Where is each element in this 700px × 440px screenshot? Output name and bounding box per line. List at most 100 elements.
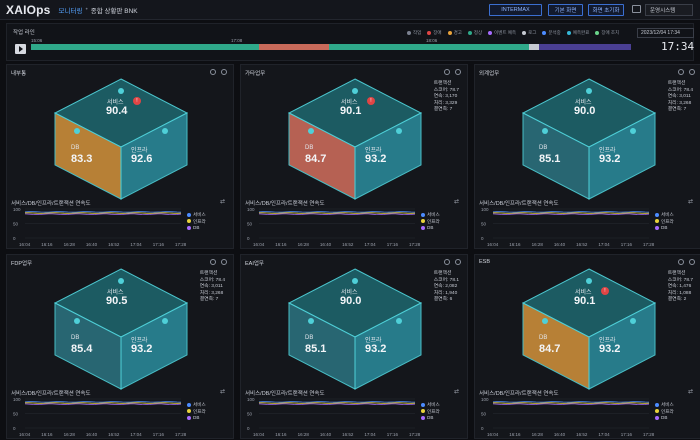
legend-item-infra: 인프라 xyxy=(421,219,440,226)
infra-score[interactable]: 93.2 xyxy=(599,343,621,355)
x-tick-label: 17:16 xyxy=(387,242,399,247)
settings-icon[interactable] xyxy=(689,259,695,265)
system-select[interactable]: 운영시스템 xyxy=(645,4,693,16)
panel-title: ESB xyxy=(479,259,491,265)
legend-item-db: DB xyxy=(187,415,206,422)
trend-series-line xyxy=(258,403,416,406)
timeline-segment xyxy=(31,44,259,50)
settings-icon[interactable] xyxy=(455,259,461,265)
info-icon[interactable] xyxy=(678,69,684,75)
timeline-bar[interactable] xyxy=(31,44,631,50)
db-score[interactable]: 85.4 xyxy=(71,343,93,355)
alert-badge-icon[interactable]: ! xyxy=(367,97,375,105)
x-tick-label: 17:04 xyxy=(598,242,610,247)
x-tick-label: 16:52 xyxy=(576,432,588,437)
x-tick-label: 16:52 xyxy=(342,242,354,247)
legend-label: 경고 xyxy=(453,30,462,35)
legend-dot-icon xyxy=(421,219,425,224)
service-icon xyxy=(118,88,124,94)
date-picker[interactable]: 2023/12/04 17:34 xyxy=(637,28,694,38)
x-tick-label: 16:28 xyxy=(532,242,544,247)
settings-icon[interactable] xyxy=(455,69,461,75)
transaction-title: 트랜잭션 xyxy=(433,271,452,276)
legend-item-db: DB xyxy=(421,225,440,232)
trend-chart-title: 서비스/DB/인프라/트랜잭션 연속도 xyxy=(11,391,91,397)
transaction-stat: 스코어: 78.4 xyxy=(199,277,225,283)
settings-icon[interactable] xyxy=(221,259,227,265)
x-tick-label: 17:04 xyxy=(364,432,376,437)
db-label: DB xyxy=(539,145,548,151)
cube-diagram xyxy=(521,78,657,200)
db-score[interactable]: 84.7 xyxy=(305,153,327,165)
service-score[interactable]: 90.1 xyxy=(340,105,362,117)
alert-badge-icon[interactable]: ! xyxy=(601,287,609,295)
business-panel: 가타업무 서비스 90.1 DB 84.7 인프라 93.2 서비스/DB/인프… xyxy=(240,64,468,249)
info-icon[interactable] xyxy=(210,259,216,265)
intermax-button[interactable]: INTERMAX xyxy=(489,4,542,16)
info-icon[interactable] xyxy=(210,69,216,75)
trend-series-line xyxy=(258,213,416,216)
x-tick-label: 16:28 xyxy=(532,432,544,437)
monitor-icon[interactable] xyxy=(632,5,641,13)
x-tick-label: 16:04 xyxy=(253,432,265,437)
db-score[interactable]: 85.1 xyxy=(305,343,327,355)
legend-item-service: 서비스 xyxy=(187,212,206,219)
db-icon xyxy=(308,318,314,324)
trend-series-line xyxy=(259,212,416,214)
breadcrumb-monitoring[interactable]: 모니터링 xyxy=(58,7,83,15)
settings-icon[interactable] xyxy=(689,69,695,75)
swap-icon[interactable]: ⇄ xyxy=(687,199,693,205)
service-score[interactable]: 90.5 xyxy=(106,295,128,307)
db-score[interactable]: 85.1 xyxy=(539,153,561,165)
swap-icon[interactable]: ⇄ xyxy=(453,389,459,395)
swap-icon[interactable]: ⇄ xyxy=(219,389,225,395)
swap-icon[interactable]: ⇄ xyxy=(219,199,225,205)
default-view-button[interactable]: 기본 화면 xyxy=(548,4,583,16)
info-icon[interactable] xyxy=(444,69,450,75)
service-icon xyxy=(586,278,592,284)
legend-label: 인프라 xyxy=(661,218,674,224)
trend-chart: 0 50 100 16:04 16:16 16:28 16:40 16:52 17:04 17:1… xyxy=(247,207,420,247)
infra-score[interactable]: 93.2 xyxy=(365,343,387,355)
info-icon[interactable] xyxy=(678,259,684,265)
x-tick-label: 17:16 xyxy=(621,242,633,247)
swap-icon[interactable]: ⇄ xyxy=(453,199,459,205)
transaction-stat: 처리: 1,940 xyxy=(433,290,458,296)
infra-score[interactable]: 93.2 xyxy=(365,153,387,165)
settings-icon[interactable] xyxy=(221,69,227,75)
db-icon xyxy=(308,128,314,134)
service-score[interactable]: 90.1 xyxy=(574,295,596,307)
infra-score[interactable]: 93.2 xyxy=(599,153,621,165)
app-logo[interactable]: XAIOps xyxy=(6,2,51,17)
service-score[interactable]: 90.0 xyxy=(340,295,362,307)
service-score[interactable]: 90.0 xyxy=(574,105,596,117)
legend-item-infra: 인프라 xyxy=(655,409,674,416)
db-score[interactable]: 83.3 xyxy=(71,153,93,165)
infra-score[interactable]: 93.2 xyxy=(131,343,153,355)
legend-dot-icon xyxy=(421,409,425,414)
trend-legend: 서비스 인프라 DB xyxy=(187,402,206,422)
legend-label: 인프라 xyxy=(661,408,674,414)
legend-item-db: DB xyxy=(187,225,206,232)
infra-icon xyxy=(396,318,402,324)
legend-dot-icon xyxy=(655,415,659,420)
legend-item-service: 서비스 xyxy=(655,402,674,409)
trend-chart-title: 서비스/DB/인프라/트랜잭션 연속도 xyxy=(245,391,325,397)
panel-title: FDP업무 xyxy=(11,261,33,267)
infra-score[interactable]: 92.6 xyxy=(131,153,153,165)
infra-icon xyxy=(162,128,168,134)
reset-view-button[interactable]: 화면 초기화 xyxy=(588,4,624,16)
x-tick-label: 16:40 xyxy=(320,432,332,437)
db-score[interactable]: 84.7 xyxy=(539,343,561,355)
alert-badge-icon[interactable]: ! xyxy=(133,97,141,105)
infra-label: 인프라 xyxy=(131,148,148,154)
x-tick-label: 16:04 xyxy=(487,432,499,437)
play-icon[interactable] xyxy=(15,44,26,54)
swap-icon[interactable]: ⇄ xyxy=(687,389,693,395)
x-tick-label: 17:28 xyxy=(175,432,186,437)
service-score[interactable]: 90.4 xyxy=(106,105,128,117)
legend-label: 서비스 xyxy=(661,212,674,217)
info-icon[interactable] xyxy=(444,259,450,265)
trend-legend: 서비스 인프라 DB xyxy=(655,212,674,232)
business-panel: FDP업무 서비스 90.5 DB 85.4 인프라 93.2 서비스/DB/인… xyxy=(6,254,234,439)
